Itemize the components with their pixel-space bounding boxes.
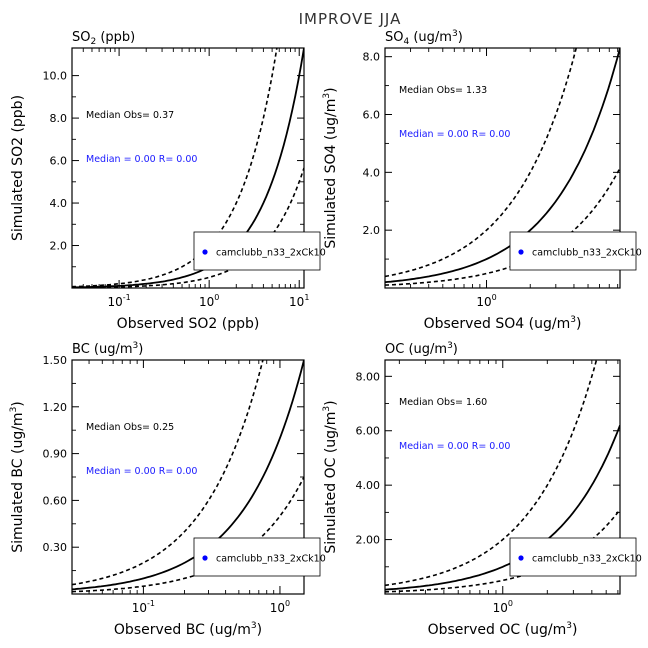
y-tick-label: 2.0 xyxy=(50,240,68,253)
x-tick-label: 10-1 xyxy=(132,599,155,615)
y-tick-label: 8.0 xyxy=(50,112,68,125)
one-to-one-line xyxy=(385,424,620,591)
y-tick-label: 1.20 xyxy=(43,401,68,414)
median-stats-text: Median = 0.00 R= 0.00 xyxy=(399,441,510,452)
chart-panel-2: 100 2.0 4.0 6.0 8.0 SO4 (ug/m3) Observed SO4 (… xyxy=(322,29,642,332)
legend-label: camclubb_n33_2xCk10 xyxy=(216,248,326,259)
legend: camclubb_n33_2xCk10 xyxy=(193,231,326,271)
y-tick-label: 2.00 xyxy=(356,534,381,547)
legend-box xyxy=(509,537,637,577)
figure-title: IMPROVE JJA xyxy=(299,10,402,28)
x-axis-title: Observed SO4 (ug/m3) xyxy=(424,315,582,332)
x-tick-label: 100 xyxy=(270,599,290,615)
panel-title: OC (ug/m3) xyxy=(385,341,458,357)
y-axis-title: Simulated SO4 (ug/m3) xyxy=(322,87,339,248)
y-tick-label: 4.00 xyxy=(356,479,381,492)
y-tick-label: 4.0 xyxy=(50,197,68,210)
legend: camclubb_n33_2xCk10 xyxy=(509,537,642,577)
two-to-one-line xyxy=(385,48,578,278)
median-obs-text: Median Obs= 1.60 xyxy=(399,397,487,408)
y-tick-label: 6.0 xyxy=(363,109,381,122)
legend-box xyxy=(193,537,321,577)
y-tick-label: 0.60 xyxy=(43,494,68,507)
y-tick-label: 8.0 xyxy=(363,51,381,64)
y-tick-label: 6.0 xyxy=(50,155,68,168)
y-tick-label: 4.0 xyxy=(363,166,381,179)
x-tick-label: 10-1 xyxy=(107,293,130,309)
x-axis-title: Observed SO2 (ppb) xyxy=(117,316,260,332)
panel-title: SO4 (ug/m3) xyxy=(385,29,463,47)
median-obs-text: Median Obs= 1.33 xyxy=(399,85,487,96)
plot-frame xyxy=(384,47,621,289)
y-tick-label: 6.00 xyxy=(356,425,381,438)
one-to-one-line xyxy=(385,48,620,284)
y-axis-title: Simulated SO2 (ppb) xyxy=(10,95,26,241)
two-to-one-line xyxy=(385,360,598,587)
y-axis-title: Simulated OC (ug/m3) xyxy=(322,400,339,553)
legend-box xyxy=(509,231,637,271)
legend-label: camclubb_n33_2xCk10 xyxy=(532,248,642,259)
y-tick-label: 1.50 xyxy=(43,354,68,367)
one-to-two-line xyxy=(385,167,620,286)
legend-box xyxy=(193,231,321,271)
chart-panel-3: 10-1 100 0.30 0.60 0.90 1.20 1.50 BC (ug/m3) Obs… xyxy=(9,341,326,638)
panel-title: BC (ug/m3) xyxy=(72,341,143,357)
legend: camclubb_n33_2xCk10 xyxy=(193,537,326,577)
x-axis-title: Observed BC (ug/m3) xyxy=(114,621,262,638)
median-stats-text: Median = 0.00 R= 0.00 xyxy=(86,466,197,477)
x-tick-label: 100 xyxy=(493,599,513,615)
x-axis-title: Observed OC (ug/m3) xyxy=(428,621,578,638)
panel-title: SO2 (ppb) xyxy=(72,30,135,47)
one-to-one-line xyxy=(72,360,304,591)
legend-label: camclubb_n33_2xCk10 xyxy=(532,554,642,565)
chart-panel-4: 100 2.00 4.00 6.00 8.00 OC (ug/m3) Observed OC… xyxy=(322,341,642,638)
legend-marker xyxy=(202,249,208,255)
median-stats-text: Median = 0.00 R= 0.00 xyxy=(399,129,510,140)
legend-marker xyxy=(202,555,208,561)
x-tick-label: 100 xyxy=(199,293,219,309)
median-obs-text: Median Obs= 0.37 xyxy=(86,110,174,121)
plot-frame xyxy=(71,47,305,289)
y-tick-label: 0.90 xyxy=(43,448,68,461)
y-axis-title: Simulated BC (ug/m3) xyxy=(9,401,26,553)
y-tick-label: 0.30 xyxy=(43,541,68,554)
legend-label: camclubb_n33_2xCk10 xyxy=(216,554,326,565)
one-to-two-line xyxy=(72,476,304,593)
y-tick-label: 8.00 xyxy=(356,370,381,383)
median-obs-text: Median Obs= 0.25 xyxy=(86,422,174,433)
legend-marker xyxy=(518,555,524,561)
y-tick-label: 2.0 xyxy=(363,224,381,237)
legend-marker xyxy=(518,249,524,255)
median-stats-text: Median = 0.00 R= 0.00 xyxy=(86,154,197,165)
y-tick-label: 10.0 xyxy=(43,70,68,83)
chart-panel-1: 10-1 100 101 2.0 4.0 6.0 8.0 10.0 SO2 (ppb) Obser… xyxy=(10,30,326,332)
legend: camclubb_n33_2xCk10 xyxy=(509,231,642,271)
x-tick-label: 101 xyxy=(289,293,309,309)
x-tick-label: 100 xyxy=(476,293,496,309)
